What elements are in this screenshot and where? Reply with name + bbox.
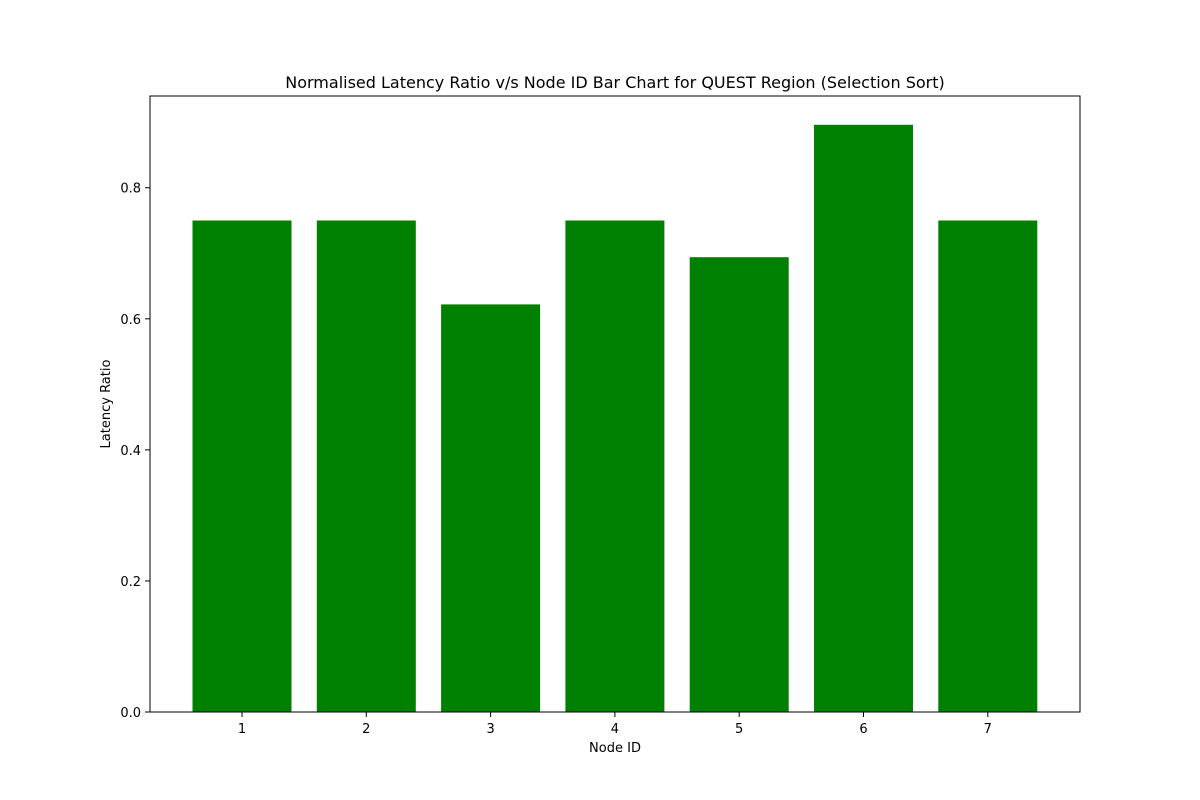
chart-title: Normalised Latency Ratio v/s Node ID Bar…	[285, 73, 944, 92]
y-tick-label: 0.4	[120, 444, 141, 459]
x-tick-label: 1	[238, 722, 246, 737]
y-axis-ticks: 0.0 0.2 0.4 0.6 0.8	[120, 182, 150, 721]
y-axis-label: Latency Ratio	[99, 360, 114, 449]
bar-node-5	[689, 257, 789, 712]
x-tick-label: 2	[362, 722, 370, 737]
bar-node-3	[441, 304, 541, 712]
bar-node-6	[814, 124, 913, 713]
bar-node-7	[938, 220, 1038, 712]
y-tick-label: 0.2	[120, 575, 141, 590]
y-tick-label: 0.6	[120, 313, 141, 328]
bar-node-1	[192, 220, 292, 712]
x-tick-label: 4	[611, 722, 619, 737]
bar-node-2	[316, 220, 416, 712]
x-tick-label: 6	[859, 722, 867, 737]
y-tick-label: 0.0	[120, 706, 141, 721]
x-tick-label: 7	[984, 722, 992, 737]
bars-group	[192, 124, 1038, 713]
x-axis-label: Node ID	[589, 741, 641, 756]
x-tick-label: 3	[486, 722, 494, 737]
x-axis-ticks: 1 2 3 4 5 6 7	[238, 712, 992, 737]
bar-node-4	[565, 220, 665, 712]
y-tick-label: 0.8	[120, 182, 141, 197]
x-tick-label: 5	[735, 722, 743, 737]
